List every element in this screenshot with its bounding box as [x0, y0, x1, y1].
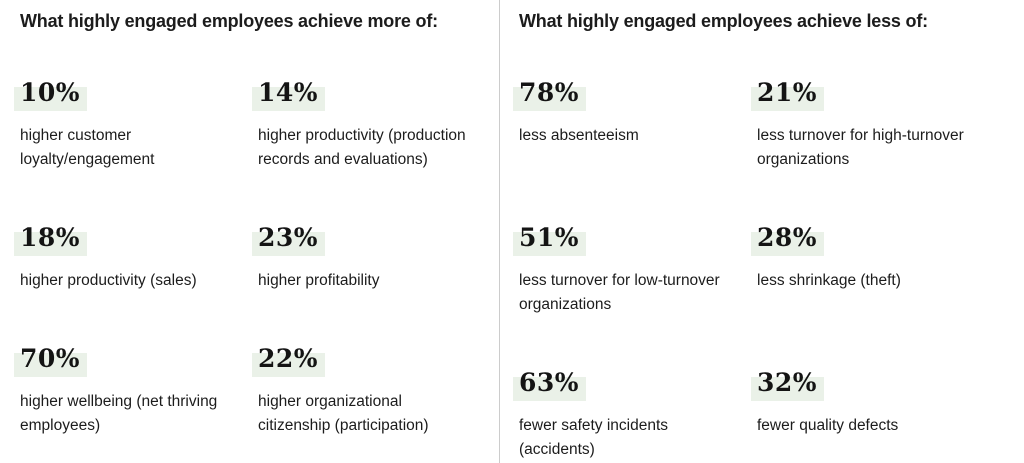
stat-label: less turnover for high-turnover organiza… — [757, 127, 964, 168]
stat-item: 23% higher profitability — [252, 222, 499, 293]
stat-label: less turnover for low-turnover organizat… — [519, 272, 720, 313]
achieve-less-stats: 78% less absenteeism 21% less turnover for … — [513, 77, 1024, 462]
stat-item: 14% higher productivity (production recor… — [252, 77, 499, 172]
stat-value: 28% — [751, 222, 825, 256]
stat-value: 78% — [513, 77, 587, 111]
stat-item: 32% fewer quality defects — [751, 367, 1024, 462]
stat-row: 51% less turnover for low-turnover organi… — [513, 222, 1024, 317]
stat-value: 10% — [14, 77, 88, 111]
stat-label: higher productivity (production records … — [258, 127, 466, 168]
stat-label: higher profitability — [258, 272, 380, 289]
stat-item: 28% less shrinkage (theft) — [751, 222, 1024, 317]
stat-row: 18% higher productivity (sales) 23% higher … — [14, 222, 499, 293]
achieve-more-column: What highly engaged employees achieve mo… — [0, 0, 499, 463]
stat-label: higher organizational citizenship (parti… — [258, 393, 429, 434]
stat-item: 10% higher customer loyalty/engagement — [14, 77, 258, 172]
stat-label: higher wellbeing (net thriving employees… — [20, 393, 218, 434]
stat-item: 51% less turnover for low-turnover organi… — [513, 222, 757, 317]
stat-item: 18% higher productivity (sales) — [14, 222, 258, 293]
stat-value: 32% — [751, 367, 825, 401]
stat-item: 78% less absenteeism — [513, 77, 757, 172]
stat-value: 22% — [252, 343, 326, 377]
stat-label: less absenteeism — [519, 127, 639, 144]
stat-row: 78% less absenteeism 21% less turnover for … — [513, 77, 1024, 172]
stat-value: 21% — [751, 77, 825, 111]
stat-value: 14% — [252, 77, 326, 111]
achieve-less-column: What highly engaged employees achieve le… — [499, 0, 1024, 463]
achieve-more-heading: What highly engaged employees achieve mo… — [20, 11, 438, 31]
stat-row: 63% fewer safety incidents (accidents) 32%… — [513, 367, 1024, 462]
stat-value: 18% — [14, 222, 88, 256]
stat-value: 63% — [513, 367, 587, 401]
stat-label: fewer quality defects — [757, 417, 899, 434]
stat-label: less shrinkage (theft) — [757, 272, 901, 289]
stat-row: 70% higher wellbeing (net thriving employ… — [14, 343, 499, 438]
stat-item: 22% higher organizational citizenship (pa… — [252, 343, 499, 438]
achieve-more-stats: 10% higher customer loyalty/engagement 14%… — [14, 77, 499, 438]
stat-row: 10% higher customer loyalty/engagement 14%… — [14, 77, 499, 172]
stat-item: 63% fewer safety incidents (accidents) — [513, 367, 757, 462]
stat-value: 23% — [252, 222, 326, 256]
stat-label: fewer safety incidents (accidents) — [519, 417, 669, 458]
stat-label: higher customer loyalty/engagement — [20, 127, 155, 168]
stat-value: 70% — [14, 343, 88, 377]
stat-label: higher productivity (sales) — [20, 272, 197, 289]
stat-item: 70% higher wellbeing (net thriving employ… — [14, 343, 258, 438]
achieve-less-heading: What highly engaged employees achieve le… — [519, 11, 928, 31]
stat-value: 51% — [513, 222, 587, 256]
stat-item: 21% less turnover for high-turnover organ… — [751, 77, 1024, 172]
